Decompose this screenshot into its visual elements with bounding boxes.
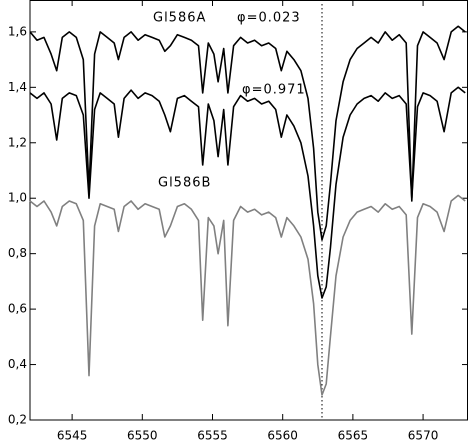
y-tick-label: 1,0 <box>8 191 27 205</box>
annotation: Gl586A <box>153 11 206 26</box>
y-tick-label: 0,6 <box>8 302 27 316</box>
spectrum-line <box>29 25 466 241</box>
spectrum-line <box>29 86 466 299</box>
spectrum-line <box>29 194 466 396</box>
y-tick-label: 1,4 <box>8 80 27 94</box>
y-tick-label: 1,2 <box>8 135 27 149</box>
x-tick-label: 6555 <box>197 429 228 443</box>
plot-frame <box>29 0 468 421</box>
y-tick-label: 0,8 <box>8 246 27 260</box>
y-tick-label: 1,6 <box>8 24 27 38</box>
x-tick-label: 6570 <box>408 429 439 443</box>
x-tick-label: 6560 <box>267 429 298 443</box>
x-tick-label: 6565 <box>338 429 369 443</box>
series-label: φ=0.023 <box>237 11 301 26</box>
x-tick-label: 6550 <box>127 429 158 443</box>
series-label: φ=0.971 <box>242 83 306 98</box>
x-tick-label: 6545 <box>57 429 88 443</box>
y-tick-label: 0,4 <box>8 357 27 371</box>
series-label: Gl586B <box>158 176 211 191</box>
y-tick-label: 0,2 <box>8 413 27 427</box>
